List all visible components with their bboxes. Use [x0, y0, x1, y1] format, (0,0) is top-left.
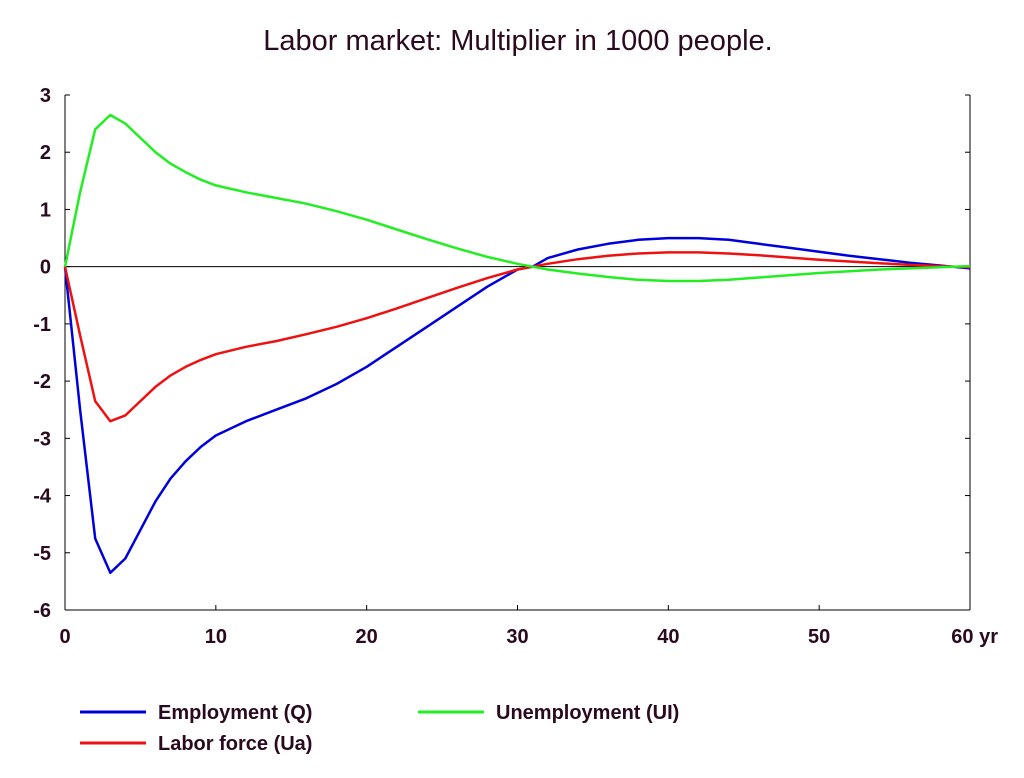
series-line-employment: [63, 236, 971, 575]
series-lines: [63, 113, 971, 575]
x-tick-label: 0: [59, 626, 70, 648]
y-tick-label: -4: [33, 486, 52, 508]
y-tick-label: -6: [33, 600, 51, 622]
x-tick-label: 30: [506, 626, 528, 648]
x-tick-label: 20: [356, 626, 378, 648]
y-tick-label: 0: [40, 257, 51, 279]
legend-label-unemployment: Unemployment (UI): [496, 702, 679, 724]
chart-title: Labor market: Multiplier in 1000 people.: [263, 25, 772, 57]
legend-label-labor-force: Labor force (Ua): [158, 733, 312, 755]
x-tick-label: 50: [808, 626, 830, 648]
y-tick-label: -5: [33, 543, 51, 565]
y-tick-label: -2: [33, 371, 51, 393]
x-tick-label: 10: [205, 626, 227, 648]
legend: Employment (Q) Labor force (Ua) Unemploy…: [80, 702, 679, 755]
x-tick-label: 40: [657, 626, 679, 648]
y-tick-label: -3: [33, 428, 51, 450]
y-tick-label: 2: [40, 142, 51, 164]
plot-axes: [64, 95, 971, 611]
series-line-unemployment: [63, 113, 971, 283]
legend-label-employment: Employment (Q): [158, 702, 312, 724]
y-tick-label: -1: [33, 314, 51, 336]
series-line-labor-force: [63, 251, 971, 423]
y-tick-label: 1: [40, 199, 51, 221]
y-tick-label: 3: [40, 85, 51, 107]
x-tick-label: 60 yr: [951, 626, 998, 648]
